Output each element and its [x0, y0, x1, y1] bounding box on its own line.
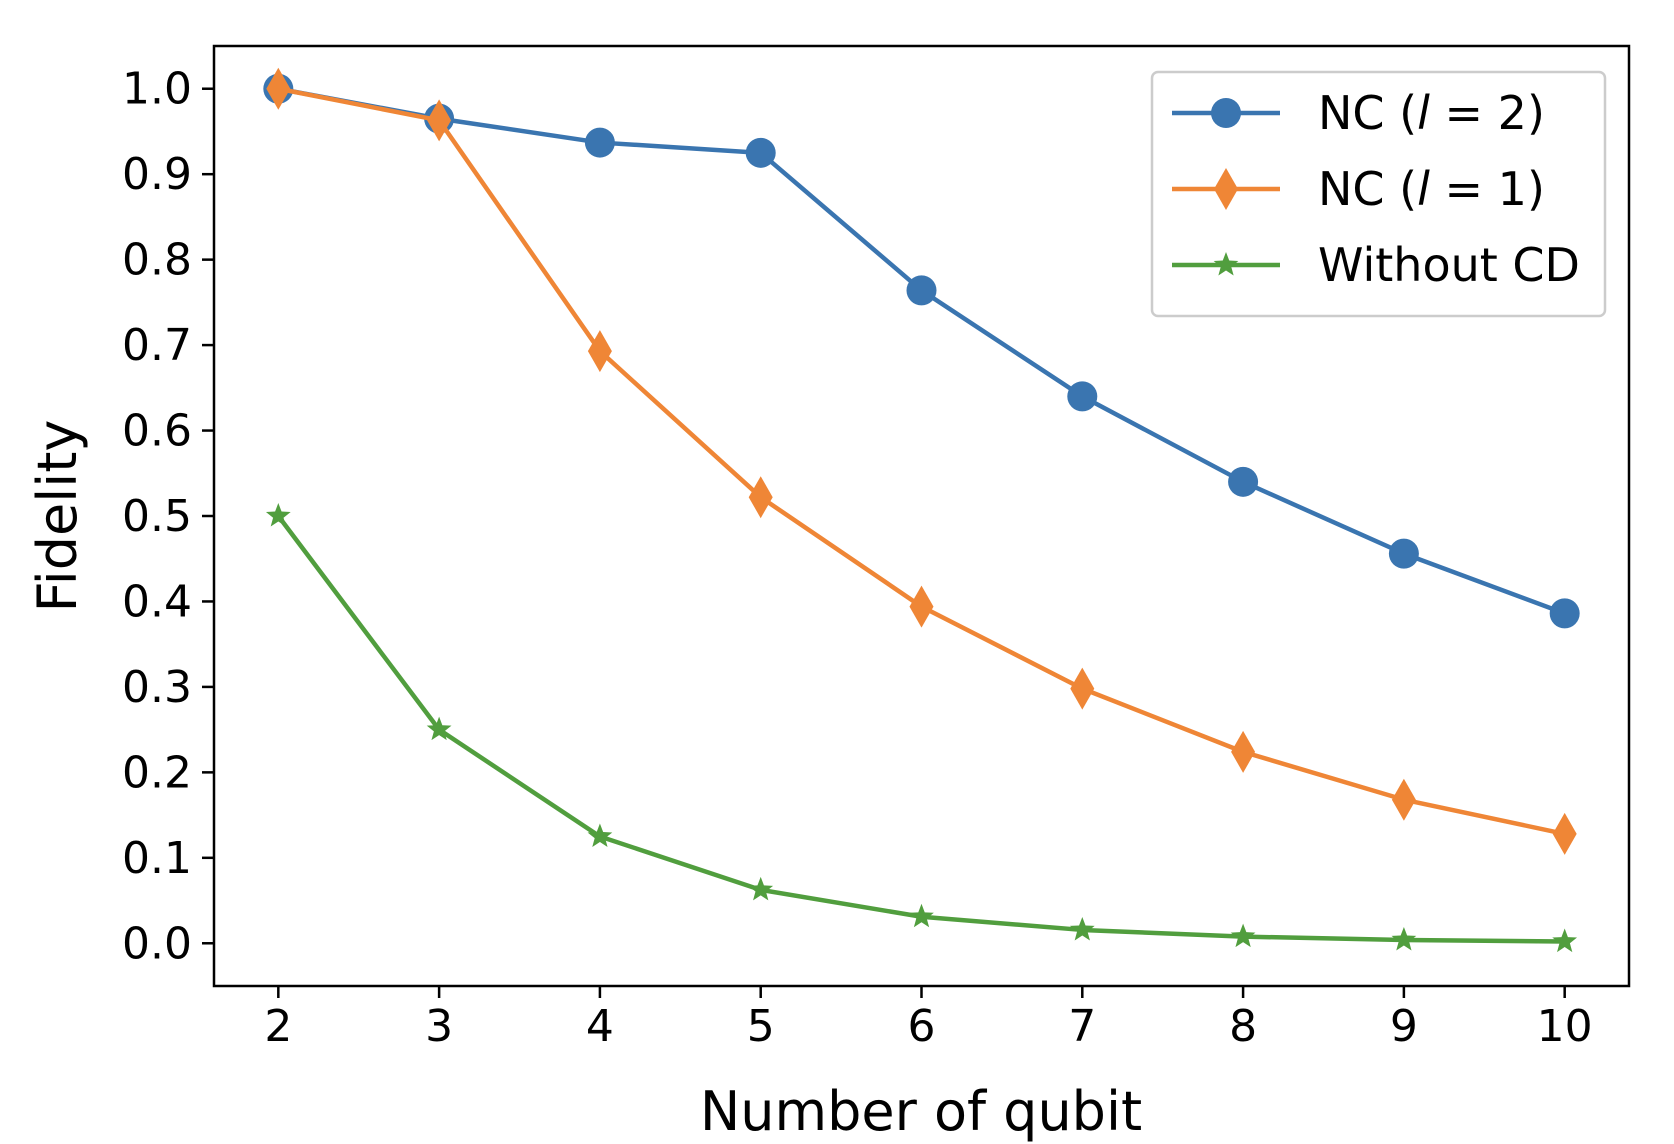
series-2 [266, 67, 1577, 855]
data-point [748, 476, 773, 519]
x-tick-label: 3 [425, 1001, 453, 1052]
y-tick-label: 1.0 [122, 64, 192, 115]
x-tick-label: 9 [1390, 1001, 1418, 1052]
x-axis-label: Number of qubit [700, 1080, 1142, 1143]
data-point [1070, 667, 1095, 710]
y-axis: 0.0 0.1 0.2 0.3 0.4 0.5 0.6 0.7 0.8 0.9 1.0 [122, 64, 214, 969]
data-point [1388, 538, 1419, 569]
data-point [1228, 466, 1259, 497]
data-point [906, 275, 937, 306]
y-tick-label: 0.2 [122, 747, 192, 798]
data-point [1552, 928, 1578, 953]
x-tick-label: 10 [1537, 1001, 1593, 1052]
legend-label: NC (l = 2) [1318, 86, 1545, 140]
legend-label-prefix: Without CD [1318, 238, 1580, 292]
y-tick-label: 0.7 [122, 320, 192, 371]
legend-marker [1214, 168, 1238, 210]
legend-box [1150, 70, 1607, 318]
y-tick-label: 0.0 [122, 918, 192, 969]
data-point [426, 716, 452, 741]
legend: NC (l = 2)NC (l = 1)Without CD [1150, 70, 1607, 318]
legend-entry: Without CD [1172, 238, 1580, 292]
legend-entry: NC (l = 1) [1172, 162, 1545, 216]
x-tick-label: 8 [1229, 1001, 1257, 1052]
data-point [265, 503, 291, 527]
legend-label-suffix: = 2) [1430, 86, 1545, 140]
legend-entry: NC (l = 2) [1172, 86, 1545, 140]
y-tick-label: 0.1 [122, 833, 192, 884]
data-point [1391, 926, 1417, 951]
y-axis-label: Fidelity [26, 420, 89, 613]
x-axis: 2 3 4 5 6 7 8 9 10 [264, 986, 1593, 1052]
data-point [748, 876, 774, 901]
y-tick-label: 0.5 [122, 491, 192, 542]
legend-label-prefix: NC ( [1318, 162, 1417, 216]
data-point [427, 99, 452, 142]
data-point [266, 67, 291, 110]
data-point [587, 330, 612, 373]
data-point [909, 903, 934, 928]
data-point [1231, 730, 1256, 773]
series-3 [265, 503, 1578, 953]
data-point [1549, 598, 1580, 629]
data-point [745, 137, 776, 168]
y-tick-label: 0.6 [122, 406, 192, 457]
y-tick-label: 0.9 [122, 149, 192, 200]
legend-label-variable: l [1417, 86, 1430, 140]
legend-label-suffix: = 1) [1430, 162, 1545, 216]
series-layer [263, 67, 1580, 953]
y-tick-label: 0.8 [122, 235, 192, 286]
data-point [1391, 778, 1416, 821]
data-point [1230, 923, 1256, 948]
data-point [1069, 916, 1095, 941]
legend-label: Without CD [1318, 238, 1580, 292]
x-tick-label: 2 [264, 1001, 292, 1052]
legend-label: NC (l = 1) [1318, 162, 1545, 216]
data-point [1552, 812, 1577, 855]
data-point [1067, 381, 1098, 412]
x-tick-label: 6 [908, 1001, 936, 1052]
legend-marker [1213, 252, 1239, 276]
y-tick-label: 0.3 [122, 662, 192, 713]
y-tick-label: 0.4 [122, 576, 192, 627]
x-tick-label: 7 [1068, 1001, 1096, 1052]
x-tick-label: 4 [586, 1001, 614, 1052]
data-point [909, 585, 934, 628]
legend-label-prefix: NC ( [1318, 86, 1417, 140]
legend-label-variable: l [1417, 162, 1430, 216]
legend-marker [1211, 98, 1241, 128]
data-point [584, 127, 615, 158]
x-tick-label: 5 [747, 1001, 775, 1052]
data-point [587, 823, 613, 847]
